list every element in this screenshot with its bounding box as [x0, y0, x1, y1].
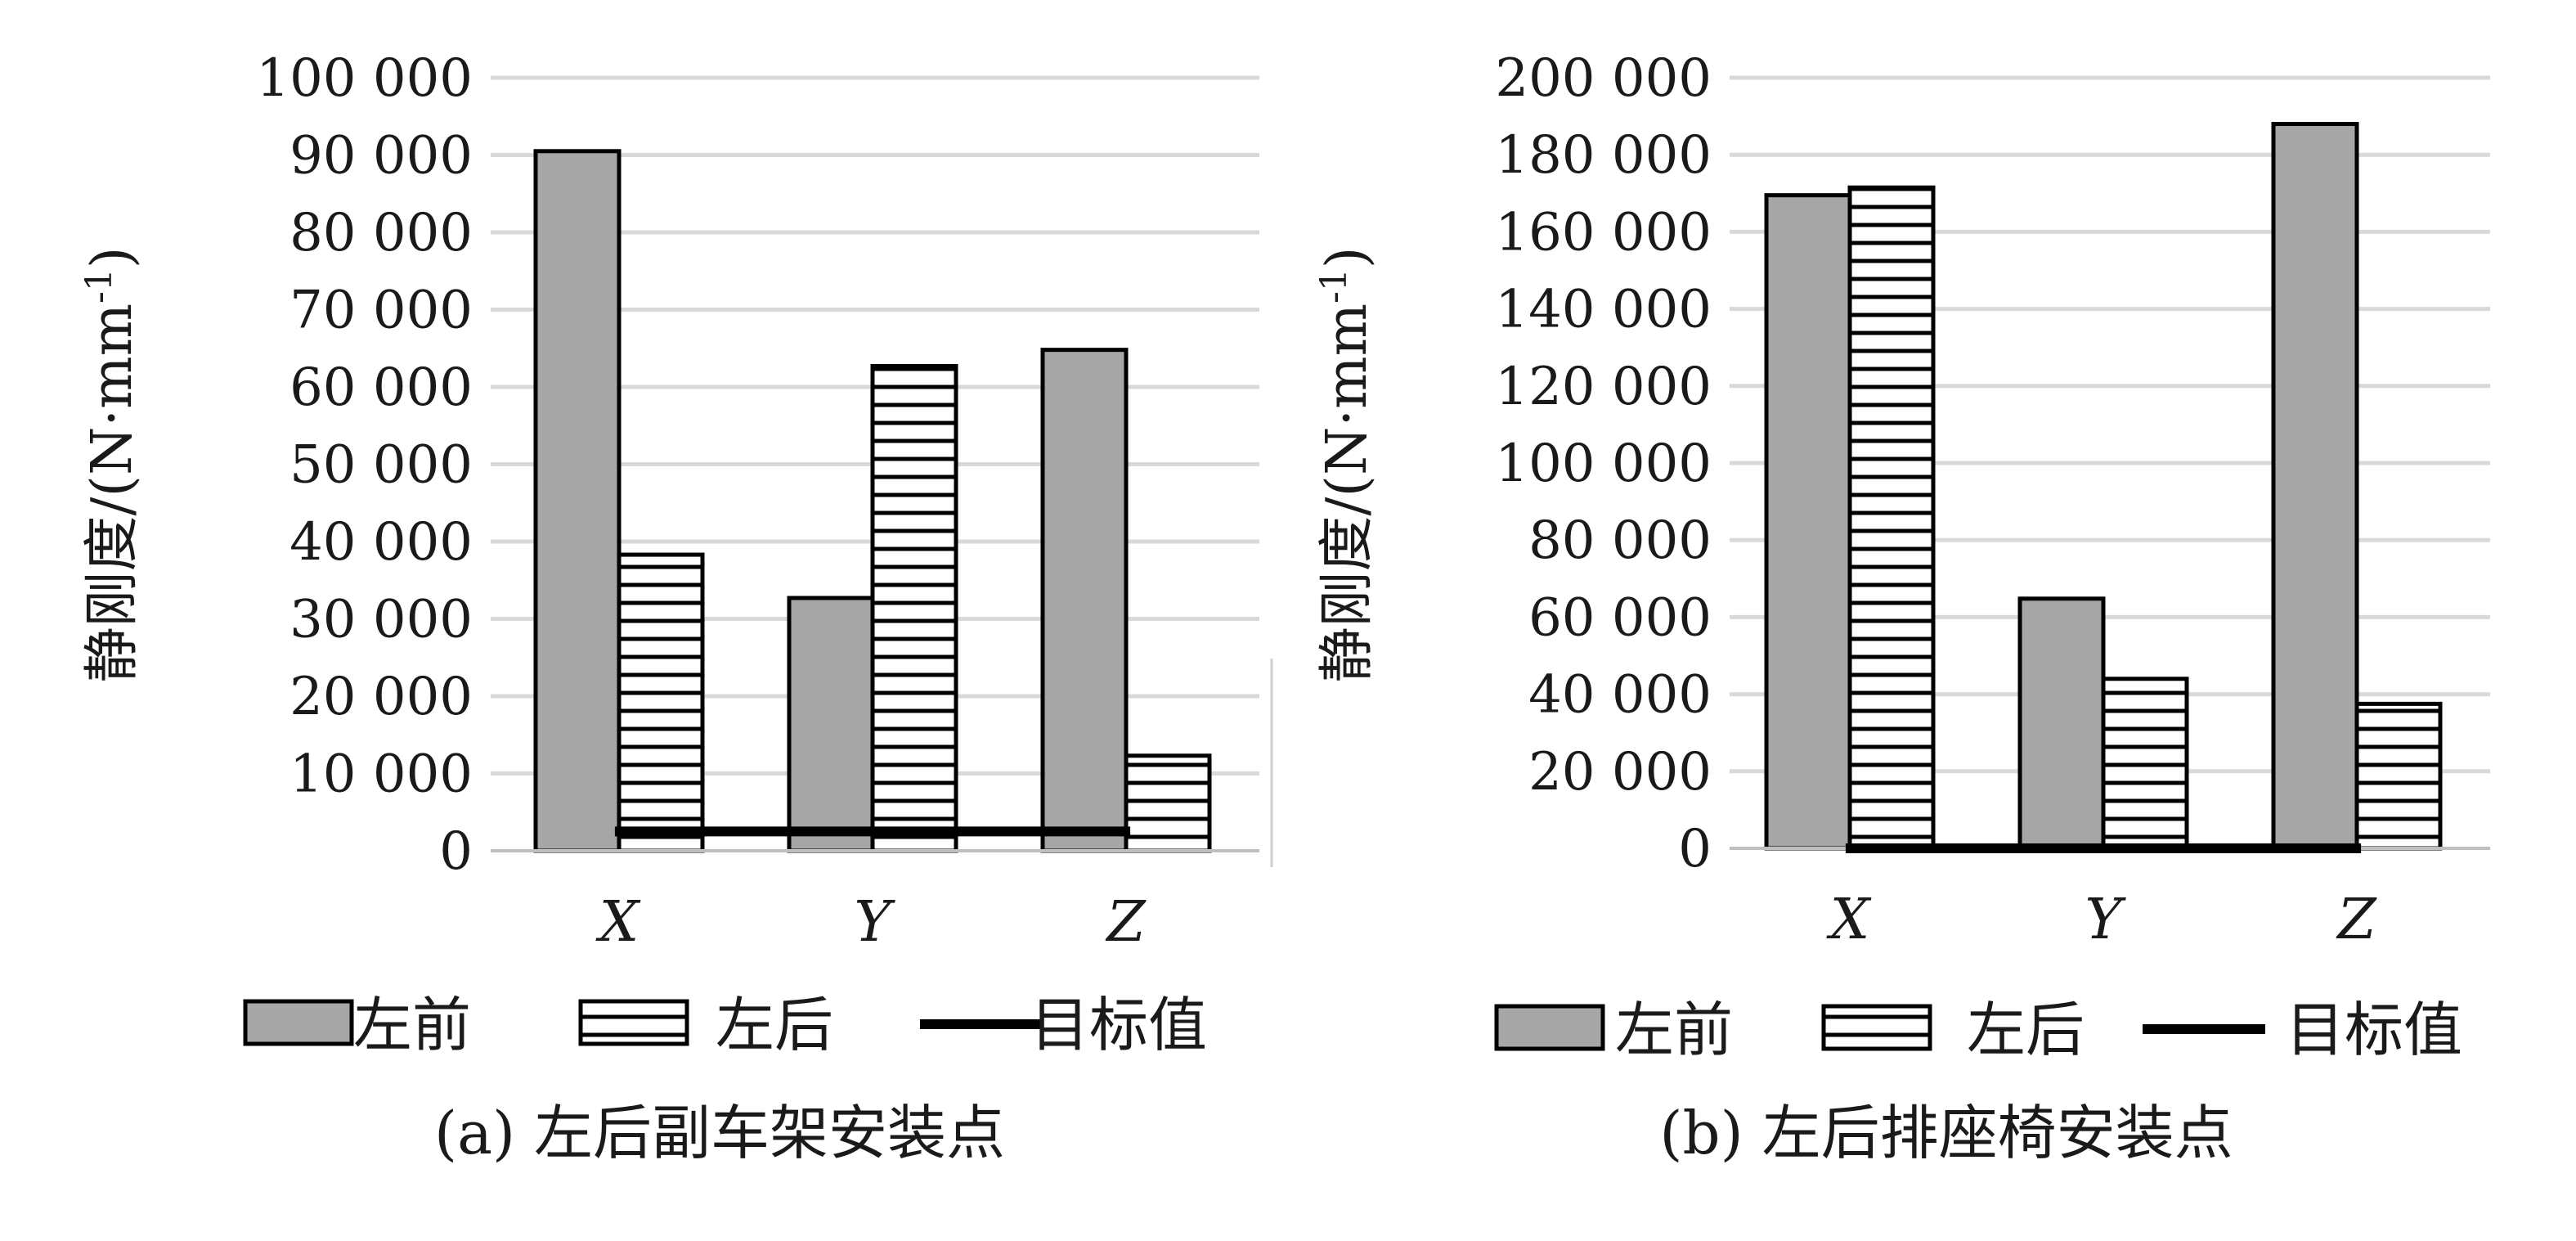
y-tick-label: 70 000 [289, 281, 473, 341]
chart-panel-a: 0 10 000 20 000 30 000 40 000 50 000 60 000 70 … [79, 48, 1259, 1167]
bar-horizontal-hatch [1847, 185, 1936, 851]
bar-solid-gray [2017, 596, 2106, 851]
y-tick-label: 40 000 [1528, 665, 1712, 726]
legend-label: 目标值 [2286, 996, 2462, 1064]
bar-solid-gray [533, 149, 622, 853]
bar-horizontal-hatch [2101, 677, 2189, 851]
y-tick-label: 0 [439, 821, 473, 882]
legend-swatch-horizontal-hatch [1821, 1004, 1932, 1051]
y-tick-label: 80 000 [1528, 510, 1712, 571]
y-axis-label-sup: -1 [79, 268, 120, 304]
y-tick-label: 120 000 [1495, 357, 1712, 417]
y-axis-label-close: ) [80, 247, 145, 269]
legend-swatch-solid-gray [243, 999, 354, 1046]
legend-swatch-horizontal-hatch [578, 999, 689, 1046]
y-tick-label: 200 000 [1495, 48, 1712, 109]
x-category-label: Y [855, 890, 896, 955]
bar-solid-gray [2271, 122, 2359, 851]
x-category-label: Z [1105, 890, 1147, 955]
y-axis-label: 静刚度/(N·mm-1) [79, 247, 145, 683]
bar-horizontal-hatch [870, 363, 958, 853]
bar-solid-gray [1040, 348, 1129, 853]
bar-horizontal-hatch [2354, 701, 2443, 851]
y-tick-label: 100 000 [256, 48, 473, 109]
y-axis-label: 静刚度/(N·mm-1) [1313, 247, 1380, 683]
y-tick-label: 80 000 [289, 203, 473, 263]
legend-label: 左前 [353, 991, 471, 1059]
x-category-label: X [595, 890, 641, 955]
legend-label: 左后 [1967, 996, 2085, 1064]
chart-panel-b: 0 20 000 40 000 60 000 80 000 100 000 120 000 1… [1313, 48, 2490, 1167]
y-axis-label-unit: 静刚度/(N·mm [1315, 304, 1380, 683]
y-tick-label: 50 000 [289, 435, 473, 496]
y-tick-label: 30 000 [289, 590, 473, 650]
panel-caption: (b) 左后排座椅安装点 [1659, 1099, 2233, 1167]
bar-solid-gray [1764, 193, 1852, 851]
y-tick-label: 90 000 [289, 126, 473, 187]
y-tick-label: 100 000 [1495, 434, 1712, 494]
legend-label: 左后 [716, 991, 833, 1059]
bar-horizontal-hatch [1124, 753, 1212, 853]
bar-solid-gray [787, 596, 875, 853]
legend-swatch-solid-gray [1494, 1004, 1605, 1051]
y-axis-label-unit: 静刚度/(N·mm [80, 304, 145, 683]
y-tick-label: 20 000 [1528, 742, 1712, 803]
y-tick-label: 10 000 [289, 744, 473, 805]
legend-label: 目标值 [1030, 991, 1207, 1059]
y-tick-label: 40 000 [289, 512, 473, 573]
y-tick-label: 60 000 [289, 357, 473, 418]
y-tick-label: 140 000 [1495, 280, 1712, 340]
y-axis-label-sup: -1 [1313, 268, 1355, 304]
y-tick-label: 0 [1678, 819, 1712, 879]
y-tick-label: 180 000 [1495, 125, 1712, 186]
bar-horizontal-hatch [617, 552, 705, 853]
panel-caption: (a) 左后副车架安装点 [434, 1099, 1005, 1167]
y-tick-label: 60 000 [1528, 587, 1712, 648]
y-tick-label: 20 000 [289, 667, 473, 727]
x-category-label: Z [2336, 888, 2377, 952]
x-category-label: X [1826, 888, 1872, 952]
x-category-label: Y [2085, 888, 2127, 952]
y-tick-label: 160 000 [1495, 202, 1712, 263]
y-axis-label-close: ) [1315, 247, 1380, 269]
legend-label: 左前 [1615, 996, 1733, 1064]
